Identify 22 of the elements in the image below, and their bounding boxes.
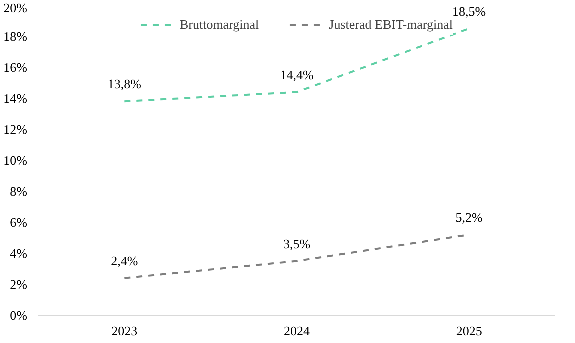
- y-tick-label: 16%: [4, 60, 28, 75]
- y-tick-label: 6%: [10, 215, 28, 230]
- y-tick-label: 14%: [4, 91, 28, 106]
- x-tick-label: 2023: [112, 324, 138, 338]
- x-tick-label: 2025: [456, 324, 482, 338]
- data-label: 13,8%: [108, 76, 142, 92]
- y-tick-label: 12%: [4, 122, 28, 137]
- data-label: 5,2%: [456, 210, 484, 225]
- y-tick-label: 8%: [10, 184, 28, 199]
- legend-label: Bruttomarginal: [180, 17, 260, 33]
- y-tick-label: 10%: [4, 153, 28, 168]
- y-tick-label: 0%: [10, 308, 28, 323]
- data-label: 3,5%: [283, 236, 311, 252]
- y-tick-label: 18%: [4, 29, 28, 44]
- y-tick-label: 20%: [4, 0, 28, 16]
- legend-label: Justerad EBIT-marginal: [329, 17, 454, 33]
- data-label: 14,4%: [280, 67, 314, 82]
- y-tick-label: 4%: [10, 246, 28, 261]
- data-label: 2,4%: [111, 253, 138, 268]
- x-tick-label: 2024: [284, 324, 310, 338]
- data-label: 18,5%: [452, 4, 486, 19]
- y-tick-label: 2%: [10, 277, 28, 292]
